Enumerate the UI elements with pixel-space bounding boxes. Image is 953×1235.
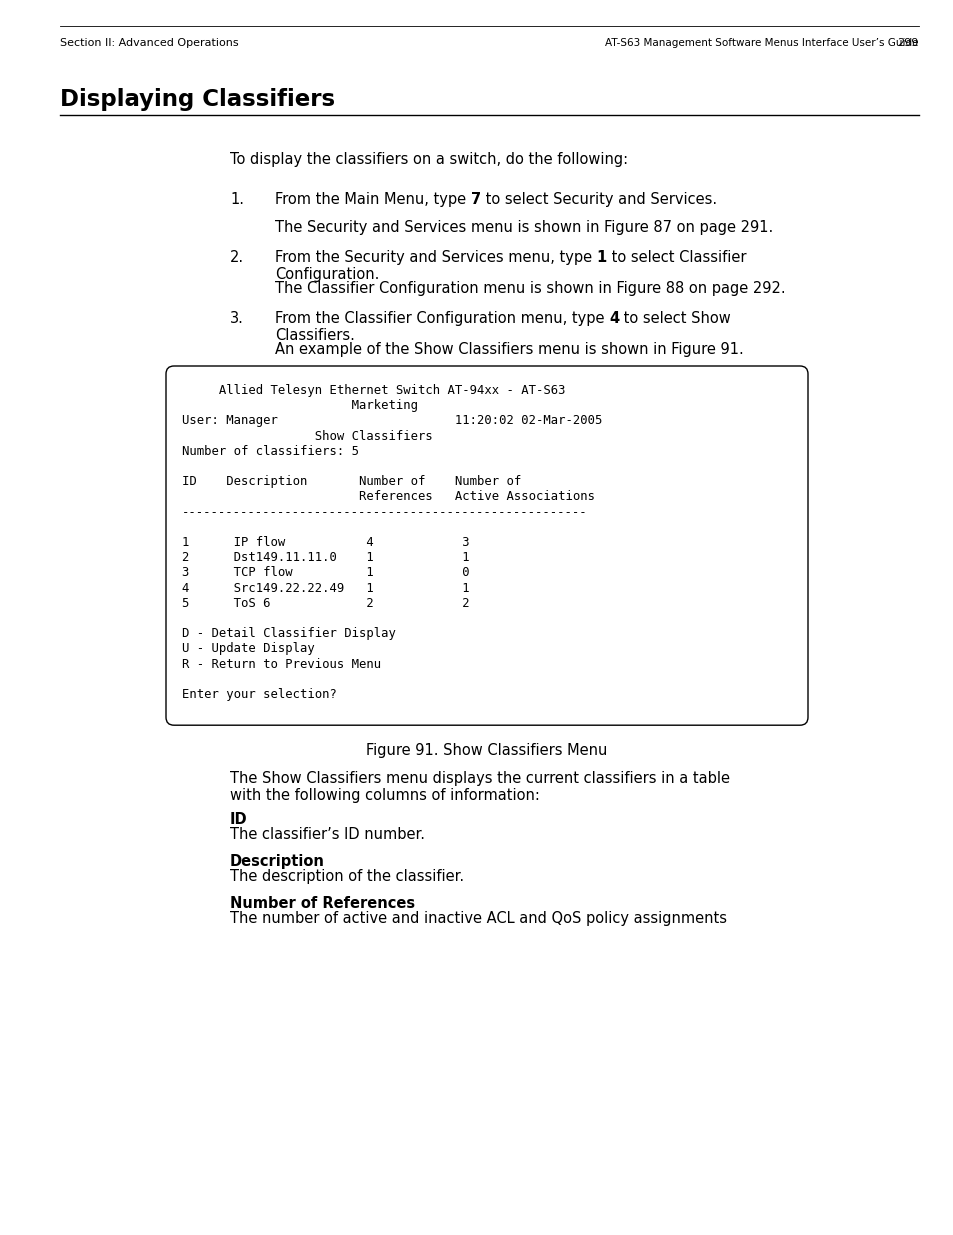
Text: An example of the Show Classifiers menu is shown in Figure 91.: An example of the Show Classifiers menu … — [274, 342, 743, 357]
Text: From the Main Menu, type: From the Main Menu, type — [274, 191, 470, 207]
Text: ID    Description       Number of    Number of: ID Description Number of Number of — [182, 475, 520, 488]
Text: 4: 4 — [608, 311, 618, 326]
Text: Enter your selection?: Enter your selection? — [182, 688, 336, 701]
Text: 299: 299 — [897, 38, 918, 48]
Text: to select Security and Services.: to select Security and Services. — [480, 191, 717, 207]
Text: Displaying Classifiers: Displaying Classifiers — [60, 88, 335, 111]
Text: 1      IP flow           4            3: 1 IP flow 4 3 — [182, 536, 469, 550]
Text: To display the classifiers on a switch, do the following:: To display the classifiers on a switch, … — [230, 152, 627, 167]
Text: The number of active and inactive ACL and QoS policy assignments: The number of active and inactive ACL an… — [230, 911, 726, 926]
Text: From the Security and Services menu, type: From the Security and Services menu, typ… — [274, 249, 597, 266]
Text: From the Classifier Configuration menu, type: From the Classifier Configuration menu, … — [274, 311, 608, 326]
Text: The description of the classifier.: The description of the classifier. — [230, 869, 464, 884]
Text: Number of References: Number of References — [230, 897, 415, 911]
Text: 1.: 1. — [230, 191, 244, 207]
Text: to select Classifier: to select Classifier — [606, 249, 745, 266]
Text: Figure 91. Show Classifiers Menu: Figure 91. Show Classifiers Menu — [366, 743, 607, 758]
Text: 2.: 2. — [230, 249, 244, 266]
Text: The Classifier Configuration menu is shown in Figure 88 on page 292.: The Classifier Configuration menu is sho… — [274, 282, 785, 296]
Text: 5      ToS 6             2            2: 5 ToS 6 2 2 — [182, 597, 469, 610]
Text: D - Detail Classifier Display: D - Detail Classifier Display — [182, 627, 395, 640]
Text: -------------------------------------------------------: ----------------------------------------… — [182, 505, 587, 519]
Text: U - Update Display: U - Update Display — [182, 642, 314, 656]
Text: The Security and Services menu is shown in Figure 87 on page 291.: The Security and Services menu is shown … — [274, 220, 773, 235]
Text: with the following columns of information:: with the following columns of informatio… — [230, 788, 539, 803]
Text: 3.: 3. — [230, 311, 244, 326]
Text: AT-S63 Management Software Menus Interface User’s Guide: AT-S63 Management Software Menus Interfa… — [605, 38, 918, 48]
Text: Marketing: Marketing — [182, 399, 417, 412]
Text: User: Manager                        11:20:02 02-Mar-2005: User: Manager 11:20:02 02-Mar-2005 — [182, 415, 601, 427]
Text: Classifiers.: Classifiers. — [274, 329, 355, 343]
Text: ID: ID — [230, 813, 248, 827]
Text: R - Return to Previous Menu: R - Return to Previous Menu — [182, 657, 381, 671]
Text: 4      Src149.22.22.49   1            1: 4 Src149.22.22.49 1 1 — [182, 582, 469, 594]
Text: Number of classifiers: 5: Number of classifiers: 5 — [182, 445, 358, 458]
Text: Allied Telesyn Ethernet Switch AT-94xx - AT-S63: Allied Telesyn Ethernet Switch AT-94xx -… — [182, 384, 565, 396]
FancyBboxPatch shape — [166, 366, 807, 725]
Text: to select Show: to select Show — [618, 311, 730, 326]
Text: Description: Description — [230, 855, 325, 869]
Text: The Show Classifiers menu displays the current classifiers in a table: The Show Classifiers menu displays the c… — [230, 771, 729, 787]
Text: 7: 7 — [470, 191, 480, 207]
Text: Show Classifiers: Show Classifiers — [182, 430, 433, 442]
Text: Section II: Advanced Operations: Section II: Advanced Operations — [60, 38, 238, 48]
Text: 3      TCP flow          1            0: 3 TCP flow 1 0 — [182, 567, 469, 579]
Text: 1: 1 — [597, 249, 606, 266]
Text: 2      Dst149.11.11.0    1            1: 2 Dst149.11.11.0 1 1 — [182, 551, 469, 564]
Text: The classifier’s ID number.: The classifier’s ID number. — [230, 827, 424, 842]
Text: Configuration.: Configuration. — [274, 267, 379, 282]
Text: References   Active Associations: References Active Associations — [182, 490, 595, 504]
